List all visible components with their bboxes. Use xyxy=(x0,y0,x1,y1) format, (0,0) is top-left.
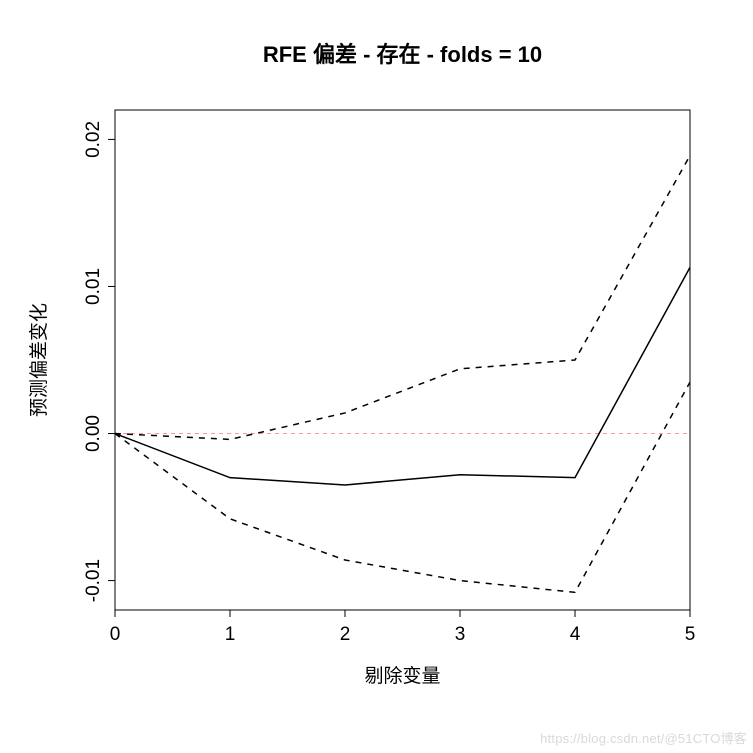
chart-container: RFE 偏差 - 存在 - folds = 10 0 1 2 3 4 5 -0.01 0.00 0… xyxy=(0,0,753,753)
chart-title: RFE 偏差 - 存在 - folds = 10 xyxy=(263,42,542,67)
x-tick-label: 4 xyxy=(570,624,581,645)
x-axis-label: 剔除变量 xyxy=(364,665,440,687)
y-tick-label: 0.00 xyxy=(83,415,104,452)
y-tick-label: -0.01 xyxy=(83,559,104,602)
y-tick-label: 0.02 xyxy=(83,121,104,158)
x-tick-label: 1 xyxy=(225,624,236,645)
y-tick-label: 0.01 xyxy=(83,268,104,305)
x-tick-label: 3 xyxy=(455,624,466,645)
x-tick-label: 2 xyxy=(340,624,351,645)
x-tick-label: 5 xyxy=(685,624,696,645)
rfe-deviance-chart: RFE 偏差 - 存在 - folds = 10 0 1 2 3 4 5 -0.01 0.00 0… xyxy=(0,0,753,753)
x-tick-label: 0 xyxy=(110,624,121,645)
y-axis-label: 预测偏差变化 xyxy=(28,303,50,417)
